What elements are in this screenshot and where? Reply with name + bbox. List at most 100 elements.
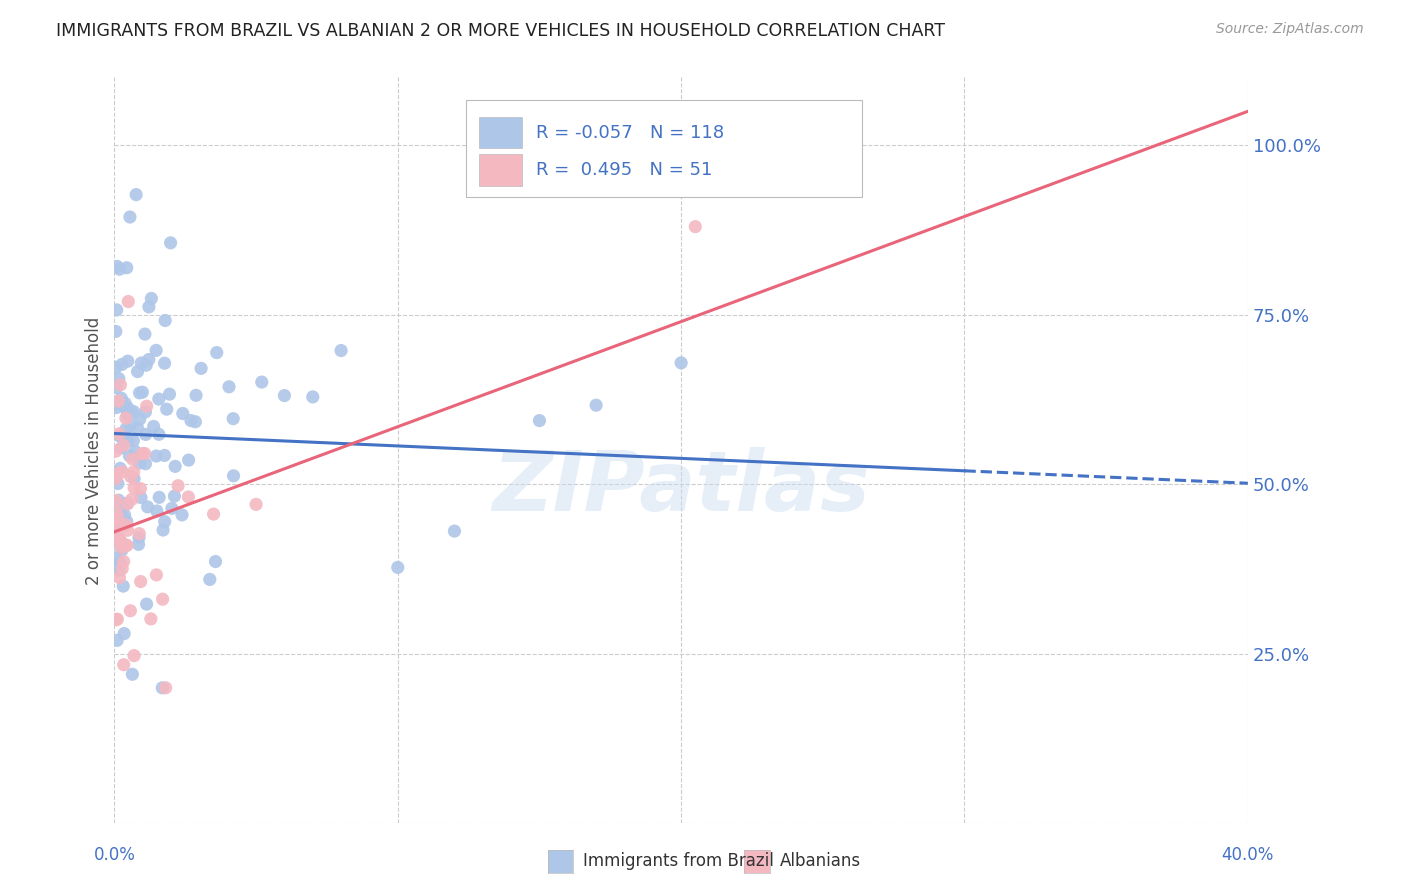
Point [153,356,176,370]
Point [108,556,131,570]
Point [115,422,138,436]
Point [122,434,145,448]
Point [148,491,170,505]
Point [152,523,174,537]
Point [108,426,131,441]
Point [146,504,169,518]
Point [117,294,139,309]
Point [114,508,136,522]
Point [107,394,129,409]
Point [110,391,132,405]
Point [135,358,157,372]
Point [443,524,465,538]
Text: R =  0.495   N = 51: R = 0.495 N = 51 [536,161,713,179]
Point [107,535,129,549]
Point [153,515,176,529]
Point [131,447,153,461]
Point [105,612,128,626]
Point [104,534,127,549]
Point [128,537,150,551]
Point [127,365,149,379]
Point [105,302,128,317]
Point [107,493,129,508]
Point [145,343,167,358]
Point [131,385,153,400]
Point [110,507,132,521]
Point [167,479,190,493]
Text: IMMIGRANTS FROM BRAZIL VS ALBANIAN 2 OR MORE VEHICLES IN HOUSEHOLD CORRELATION C: IMMIGRANTS FROM BRAZIL VS ALBANIAN 2 OR … [56,22,945,40]
Point [190,361,212,376]
Point [165,459,187,474]
Point [107,371,129,385]
Point [184,415,207,429]
Point [138,300,160,314]
Point [105,396,128,410]
Point [131,356,153,370]
Point [122,472,145,486]
Point [160,501,183,516]
Point [122,465,145,479]
Point [273,388,295,402]
Point [121,452,143,467]
Point [184,388,207,402]
Point [127,421,149,435]
Point [134,405,156,419]
Point [250,375,273,389]
Point [141,292,163,306]
Point [669,356,692,370]
Point [198,573,221,587]
Point [145,567,167,582]
Point [128,412,150,426]
Point [112,554,135,568]
Point [685,219,707,234]
Point [105,260,128,274]
Text: R = -0.057   N = 118: R = -0.057 N = 118 [536,124,724,142]
Point [134,327,156,342]
Point [135,597,157,611]
Point [134,446,156,460]
Point [153,313,176,327]
Point [330,343,353,358]
Point [117,523,139,537]
Point [150,681,173,695]
Point [128,456,150,470]
Point [170,508,193,522]
Point [107,511,129,525]
Point [115,538,138,552]
Point [104,501,127,516]
Point [111,498,134,512]
Point [104,325,127,339]
Point [222,411,245,425]
Point [111,562,134,576]
Point [120,604,142,618]
Point [117,497,139,511]
Point [138,352,160,367]
Point [145,449,167,463]
Point [115,402,138,417]
Point [117,434,139,448]
Point [128,385,150,400]
Point [104,466,127,480]
Point [117,408,139,422]
Point [122,648,145,663]
Point [172,407,194,421]
Point [112,657,135,672]
Text: 0.0%: 0.0% [93,846,135,863]
Point [111,543,134,558]
Point [128,531,150,545]
Point [108,571,131,585]
Point [115,411,138,425]
Point [115,538,138,552]
Point [121,492,143,507]
Point [387,560,409,574]
Point [115,260,138,275]
Point [148,427,170,442]
Point [163,489,186,503]
Point [104,444,127,458]
Point [124,444,146,458]
Point [105,532,128,546]
Point [148,392,170,406]
Point [159,387,181,401]
Point [129,574,152,589]
Point [115,434,138,448]
